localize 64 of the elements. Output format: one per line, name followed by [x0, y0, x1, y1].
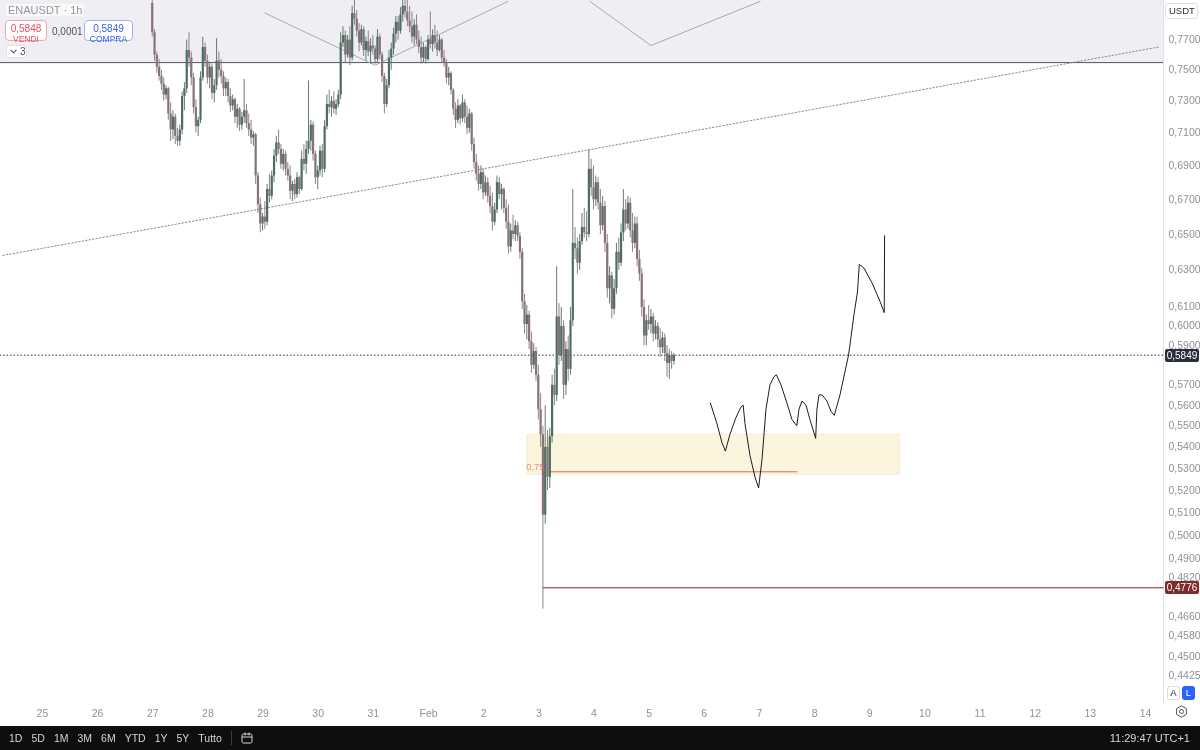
x-tick-label: 5 — [646, 706, 653, 719]
buy-button: 0,5849 COMPRA — [84, 20, 133, 41]
toggle-button: A — [1167, 686, 1180, 700]
x-tick-label: 10 — [919, 706, 931, 719]
y-tick-label: 0,6100 — [1168, 300, 1200, 313]
toggle-button: L — [1182, 686, 1195, 700]
y-tick-label: 0,5700 — [1168, 378, 1200, 391]
price-tag: 0,5849 — [1165, 348, 1199, 362]
toolbar: 1D 5D 1M 3M 6M YTD 1Y 5Y Tutto 11:29:47 UTC+1 — [0, 726, 1200, 750]
x-tick-label: 3 — [535, 706, 542, 719]
y-tick-label: 0,4580 — [1168, 629, 1200, 642]
x-tick-label: 27 — [146, 706, 159, 719]
sell-button: 0,5848 VENDI — [5, 20, 47, 41]
y-tick-label: 0,5300 — [1168, 461, 1200, 474]
x-tick-label: 13 — [1084, 706, 1097, 719]
price-tag: 0,4776 — [1165, 581, 1199, 595]
y-tick-label: 0,7500 — [1168, 63, 1200, 76]
candlestick — [608, 265, 611, 304]
y-tick-label: 0,7700 — [1168, 33, 1200, 46]
y-tick-label: 0,4500 — [1168, 649, 1200, 662]
x-tick-label: 8 — [811, 706, 818, 719]
annotation: 0,0001 — [52, 26, 83, 37]
y-tick-label: 0,6900 — [1168, 158, 1200, 171]
annotation: VENDI — [12, 34, 40, 44]
candlestick — [553, 368, 556, 406]
y-tick-label: 0,4900 — [1168, 551, 1200, 564]
dropdown-button: USDT — [1165, 3, 1198, 19]
y-tick-label: 0,5000 — [1168, 528, 1200, 541]
x-tick-label: 9 — [866, 706, 873, 719]
annotation: 0,5849 — [92, 23, 125, 34]
y-tick-label: 0,6500 — [1168, 227, 1200, 240]
x-tick-label: 31 — [367, 706, 380, 719]
y-tick-label: 0,4820 — [1168, 570, 1200, 583]
x-tick-label: 29 — [257, 706, 270, 719]
chart-title: ENAUSDT · 1h — [6, 4, 85, 16]
dropdown-button: 3 — [6, 45, 27, 58]
x-tick-label: 2 — [480, 706, 487, 719]
x-tick-label: 11 — [974, 706, 986, 719]
x-tick-label: 26 — [91, 706, 104, 719]
y-tick-label: 0,7300 — [1168, 94, 1200, 107]
y-tick-label: 0,5100 — [1168, 505, 1200, 518]
y-tick-label: 0,5500 — [1168, 419, 1200, 432]
y-tick-label: 0,5600 — [1168, 398, 1200, 411]
y-tick-label: 0,6700 — [1168, 192, 1200, 205]
y-tick-label: 0,6300 — [1168, 263, 1200, 276]
y-tick-label: 0,7100 — [1168, 126, 1200, 139]
annotation: 3 — [20, 46, 26, 57]
x-tick-label: 28 — [202, 706, 214, 719]
x-tick-label: 12 — [1029, 706, 1042, 719]
y-tick-label: 0,5400 — [1168, 440, 1200, 453]
annotation: COMPRA — [88, 34, 129, 44]
y-tick-label: 0,4425 — [1168, 668, 1200, 681]
y-tick-label: 0,5900 — [1168, 338, 1200, 351]
x-tick-label: 4 — [591, 706, 598, 719]
x-tick-label: 7 — [756, 706, 763, 719]
y-tick-label: 0,6000 — [1168, 319, 1200, 332]
x-tick-label: 30 — [312, 706, 325, 719]
y-tick-label: 0,5200 — [1168, 483, 1200, 496]
x-tick-label: Feb — [419, 706, 438, 719]
annotation: 0,5848 — [9, 23, 43, 34]
x-tick-label: 6 — [701, 706, 708, 719]
x-tick-label: 25 — [36, 706, 49, 719]
x-tick-label: 14 — [1139, 706, 1152, 719]
y-tick-label: 0,4660 — [1168, 609, 1200, 622]
